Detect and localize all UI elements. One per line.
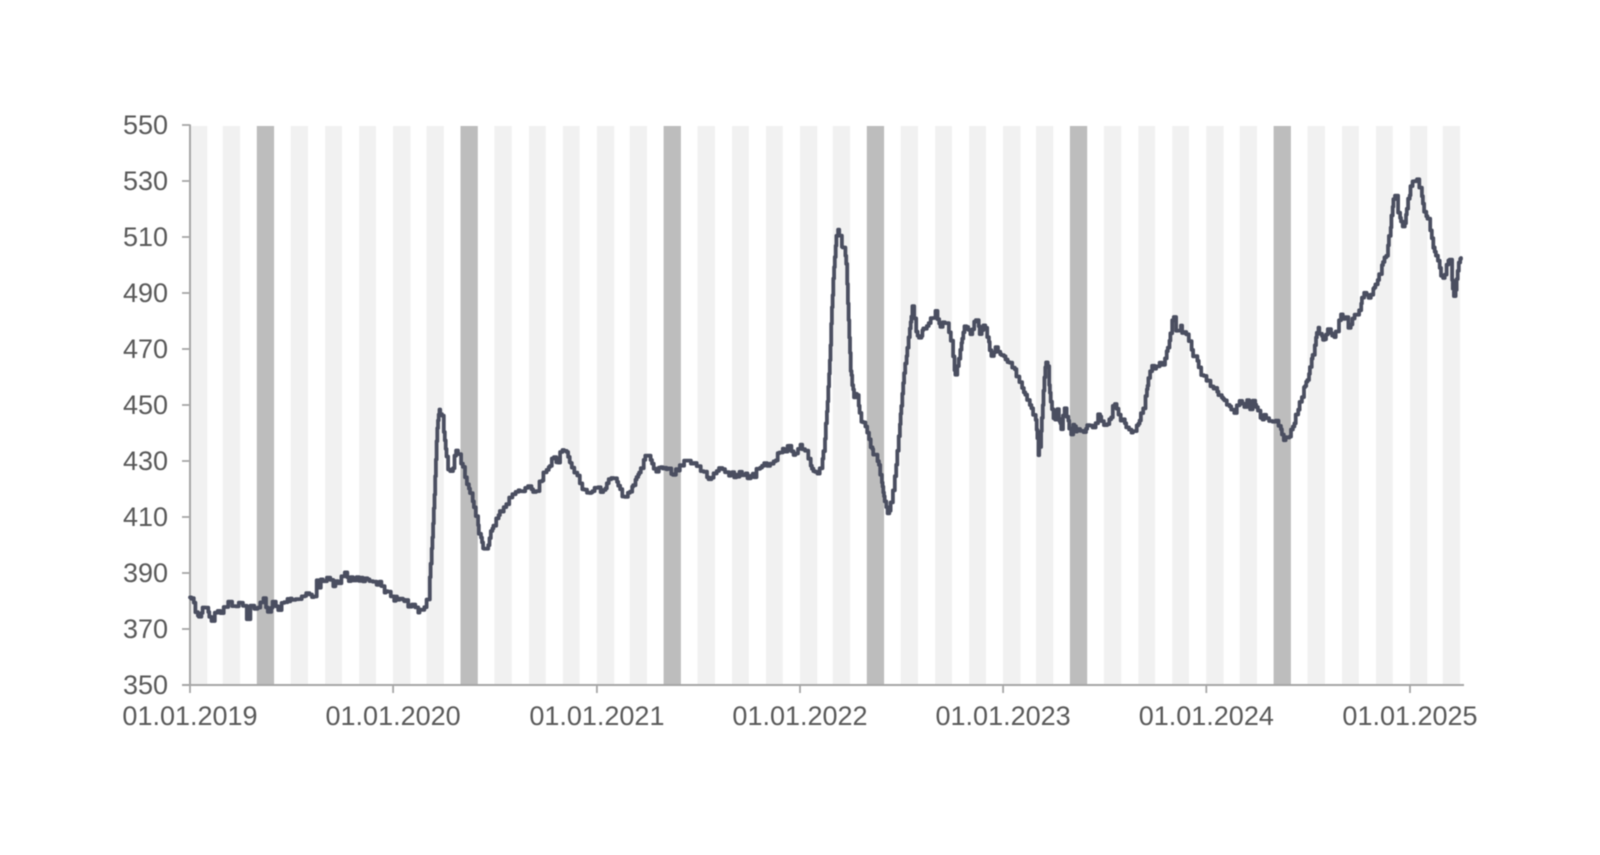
svg-text:470: 470 <box>123 334 168 364</box>
svg-text:410: 410 <box>123 502 168 532</box>
svg-text:01.01.2021: 01.01.2021 <box>529 701 664 731</box>
svg-text:01.01.2020: 01.01.2020 <box>326 701 461 731</box>
svg-text:450: 450 <box>123 390 168 420</box>
svg-text:01.01.2022: 01.01.2022 <box>732 701 867 731</box>
svg-text:390: 390 <box>123 558 168 588</box>
svg-text:530: 530 <box>123 166 168 196</box>
svg-text:430: 430 <box>123 446 168 476</box>
svg-text:350: 350 <box>123 670 168 700</box>
svg-text:370: 370 <box>123 614 168 644</box>
svg-text:01.01.2023: 01.01.2023 <box>936 701 1071 731</box>
svg-text:550: 550 <box>123 110 168 140</box>
svg-text:510: 510 <box>123 222 168 252</box>
svg-text:01.01.2024: 01.01.2024 <box>1139 701 1274 731</box>
svg-text:490: 490 <box>123 278 168 308</box>
svg-text:01.01.2019: 01.01.2019 <box>122 701 257 731</box>
svg-text:01.01.2025: 01.01.2025 <box>1342 701 1477 731</box>
